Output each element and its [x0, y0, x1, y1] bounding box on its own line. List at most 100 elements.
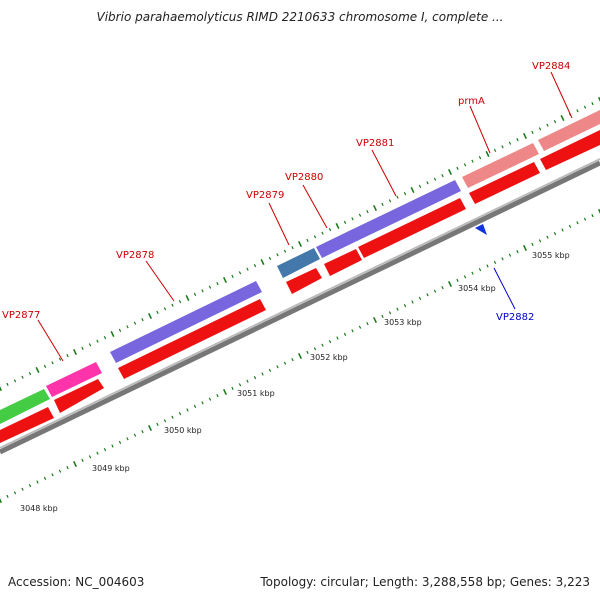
tick-minor [561, 228, 564, 232]
tick-minor [141, 429, 144, 434]
tick-minor [6, 382, 9, 387]
tick-minor [171, 415, 174, 419]
gene-label-vp2881: VP2881 [356, 138, 394, 149]
cds-arrow [324, 249, 362, 276]
topology-text: Topology: circular; Length: 3,288,558 bp… [260, 575, 590, 589]
scale-label: 3053 kbp [384, 318, 422, 327]
tick-minor [313, 347, 317, 351]
tick-major [372, 204, 378, 212]
tick-minor [553, 119, 557, 124]
gene-bar-vp2879 [277, 248, 320, 278]
tick-minor [456, 278, 459, 283]
tick-major [447, 168, 453, 176]
gene-bar-vp2881 [351, 180, 461, 241]
gene-bar-vp2884 [538, 110, 600, 151]
tick-minor [171, 303, 174, 307]
tick-major [447, 280, 453, 288]
tick-minor [231, 274, 234, 279]
gene-bar-vp2880 [316, 229, 359, 258]
tick-minor [351, 217, 354, 221]
tick-major [35, 366, 40, 374]
tick-minor [88, 455, 92, 459]
tick-major [72, 348, 78, 356]
tick-minor [58, 357, 62, 361]
tick-minor [583, 217, 587, 221]
tick-minor [43, 476, 47, 481]
tick-minor [51, 473, 54, 477]
tick-minor [538, 239, 542, 243]
tick-minor [508, 253, 512, 257]
tick-minor [403, 191, 407, 196]
tick-minor [163, 307, 167, 311]
accession-text: Accession: NC_004603 [8, 575, 145, 589]
tick-minor [583, 105, 587, 109]
tick-major [335, 222, 340, 230]
tick-minor [96, 451, 99, 455]
tick-minor [201, 401, 204, 405]
tick-major [485, 150, 490, 158]
gene-marker-vp2882 [475, 224, 487, 235]
tick-minor [553, 231, 557, 236]
tick-minor [516, 137, 519, 142]
tick-minor [133, 433, 137, 437]
tick-minor [403, 303, 407, 308]
scale-label: 3055 kbp [532, 251, 570, 260]
tick-minor [508, 141, 512, 145]
tick-minor [156, 310, 159, 315]
tick-major [147, 424, 153, 432]
tick-major [260, 258, 265, 266]
tick-minor [238, 383, 242, 387]
cds-arrow [54, 379, 104, 413]
tick-minor [6, 494, 9, 499]
tick-minor [193, 292, 197, 297]
tick-major [222, 388, 228, 396]
tick-minor [411, 300, 414, 304]
tick-minor [201, 289, 204, 293]
tick-minor [291, 245, 294, 250]
genome-backbone [0, 158, 600, 455]
tick-minor [478, 155, 482, 160]
tick-minor [471, 159, 474, 163]
tick-minor [343, 332, 347, 337]
tick-minor [426, 293, 429, 297]
tick-minor [531, 242, 534, 247]
tick-minor [546, 235, 549, 239]
tick-minor [276, 253, 279, 257]
gene-bar-green [0, 389, 50, 424]
tick-minor [268, 368, 272, 373]
tick-minor [471, 271, 474, 275]
tick-minor [358, 325, 362, 329]
tick-minor [576, 109, 579, 113]
tick-minor [591, 101, 594, 106]
tick-major [522, 132, 528, 140]
tick-minor [238, 271, 242, 275]
tick-minor [81, 458, 84, 463]
tick-row-lower [0, 208, 600, 504]
scale-label: 3052 kbp [310, 353, 348, 362]
tick-minor [276, 365, 279, 369]
tick-minor [118, 440, 122, 445]
tick-minor [388, 199, 392, 203]
tick-minor [231, 386, 234, 391]
cds-arrow [358, 198, 466, 258]
tick-minor [156, 422, 159, 427]
tick-minor [456, 166, 459, 171]
tick-minor [546, 123, 549, 127]
tick-major [0, 386, 3, 392]
gene-labels: VP2877 VP2878 VP2879 VP2880 VP2881 prmA … [2, 61, 570, 323]
tick-major [597, 208, 600, 214]
tick-minor [66, 465, 69, 470]
tick-minor [493, 260, 497, 265]
tick-minor [43, 364, 47, 369]
tick-minor [478, 267, 482, 272]
tick-minor [216, 281, 219, 286]
tick-minor [283, 249, 287, 253]
tick-minor [381, 202, 384, 207]
tick-minor [141, 317, 144, 322]
tick-major [0, 498, 3, 504]
tick-minor [21, 375, 24, 379]
tick-minor [321, 231, 324, 235]
tick-minor [501, 145, 504, 149]
tick-minor [216, 393, 219, 398]
